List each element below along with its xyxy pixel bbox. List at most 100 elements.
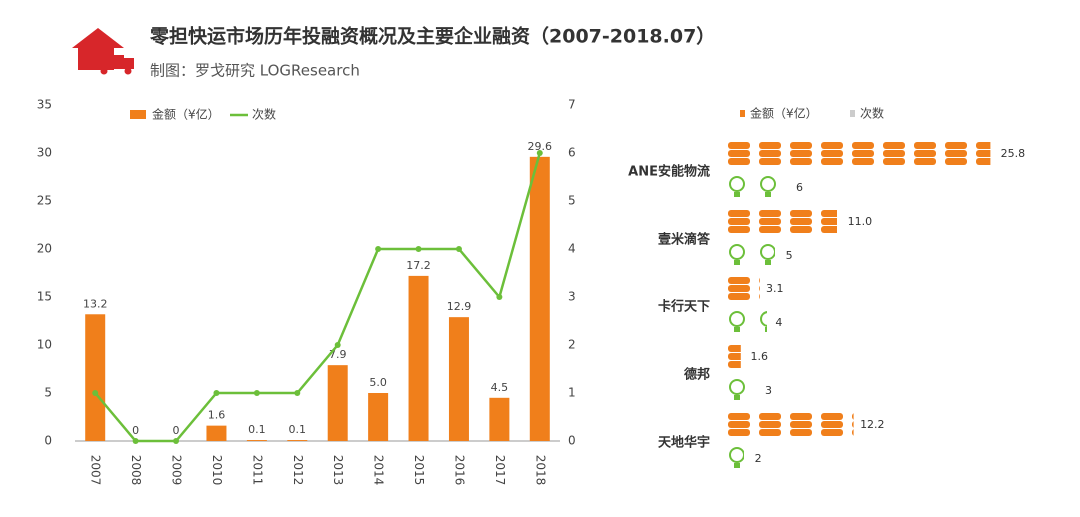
- coin: [790, 421, 812, 428]
- category-label: 卡行天下: [658, 299, 710, 315]
- bulb-icon: [760, 311, 767, 332]
- coin-icon: [790, 413, 812, 436]
- x-tick-label: 2017: [493, 455, 507, 486]
- coin: [759, 293, 760, 300]
- x-tick-label: 2016: [452, 455, 466, 486]
- data-label: 2: [755, 452, 762, 465]
- coin: [852, 142, 874, 149]
- bulb-row: [729, 379, 745, 400]
- coin: [790, 158, 812, 165]
- coin: [759, 277, 760, 284]
- bulb-icon: [729, 447, 744, 468]
- coin: [728, 277, 750, 284]
- coin-icon: [914, 142, 936, 165]
- bar: [529, 156, 550, 441]
- coin: [821, 421, 843, 428]
- coin-icon: [759, 277, 760, 300]
- x-tick-label: 2013: [331, 455, 345, 486]
- data-label: 0: [173, 424, 180, 437]
- bulb: [760, 311, 767, 327]
- data-label: 12.9: [447, 300, 472, 313]
- data-label: 0.1: [248, 423, 266, 436]
- coin: [945, 158, 967, 165]
- bulb: [729, 176, 745, 192]
- coin: [790, 218, 812, 225]
- coin: [883, 158, 905, 165]
- bar: [287, 440, 308, 441]
- data-label: 1.6: [751, 350, 769, 363]
- legend-label: 金额（¥亿）: [152, 107, 220, 122]
- coin: [790, 150, 812, 157]
- coin: [914, 158, 936, 165]
- bulb-base: [734, 463, 740, 468]
- y-tick-label: 15: [37, 290, 52, 304]
- bulb: [729, 311, 745, 327]
- bulb: [760, 176, 776, 192]
- coin-row: [728, 345, 741, 368]
- coin: [821, 413, 843, 420]
- line-point: [253, 390, 260, 396]
- bulb-icon: [729, 379, 745, 400]
- bar: [368, 393, 389, 441]
- bar: [408, 275, 429, 441]
- coin: [728, 421, 750, 428]
- x-tick-label: 2008: [129, 455, 143, 486]
- legend-label: 次数: [252, 107, 276, 122]
- data-label: 12.2: [860, 418, 885, 431]
- bulb: [729, 379, 745, 395]
- coin: [852, 421, 854, 428]
- coin: [759, 218, 781, 225]
- coin: [852, 413, 854, 420]
- coin-row: [728, 210, 837, 233]
- bar: [327, 365, 348, 441]
- line-point: [294, 390, 301, 396]
- x-tick-label: 2010: [210, 455, 224, 486]
- coin: [945, 142, 967, 149]
- category-label: ANE安能物流: [628, 164, 710, 180]
- bulb-icon: [760, 244, 775, 265]
- coin-icon: [883, 142, 905, 165]
- line-point: [173, 438, 180, 444]
- x-tick-label: 2009: [170, 455, 184, 486]
- bulb-base: [734, 327, 740, 332]
- y2-tick-label: 6: [568, 146, 576, 160]
- coin: [759, 413, 781, 420]
- y2-tick-label: 7: [568, 98, 576, 112]
- coin: [790, 429, 812, 436]
- bar: [489, 397, 510, 441]
- data-label: 13.2: [83, 297, 108, 310]
- coin: [728, 285, 750, 292]
- coin: [852, 150, 874, 157]
- y2-tick-label: 3: [568, 290, 576, 304]
- coin: [759, 429, 781, 436]
- bulb-base: [734, 260, 740, 265]
- coin: [883, 142, 905, 149]
- x-tick-label: 2007: [89, 455, 103, 486]
- bulb-base: [765, 327, 767, 332]
- coin: [728, 158, 750, 165]
- coin-icon: [821, 210, 837, 233]
- y2-tick-label: 2: [568, 338, 576, 352]
- data-label: 6: [796, 181, 803, 194]
- y-tick-label: 35: [37, 98, 52, 112]
- coin: [914, 142, 936, 149]
- bulb: [729, 447, 744, 463]
- y-tick-label: 5: [44, 386, 52, 400]
- bulb-row: [729, 447, 744, 468]
- bulb-icon: [760, 176, 776, 197]
- line-point: [375, 246, 382, 252]
- coin-icon: [976, 142, 991, 165]
- data-label: 11.0: [848, 215, 873, 228]
- coin-icon: [852, 142, 874, 165]
- coin: [728, 150, 750, 157]
- coin: [759, 285, 760, 292]
- data-label: 5: [786, 249, 793, 262]
- coin: [821, 150, 843, 157]
- bulb-base: [734, 192, 740, 197]
- coin-icon: [821, 142, 843, 165]
- title: 零担快运市场历年投融资概况及主要企业融资（2007-2018.07）: [149, 25, 715, 48]
- coin: [821, 142, 843, 149]
- bulb-base: [765, 192, 771, 197]
- coin: [790, 413, 812, 420]
